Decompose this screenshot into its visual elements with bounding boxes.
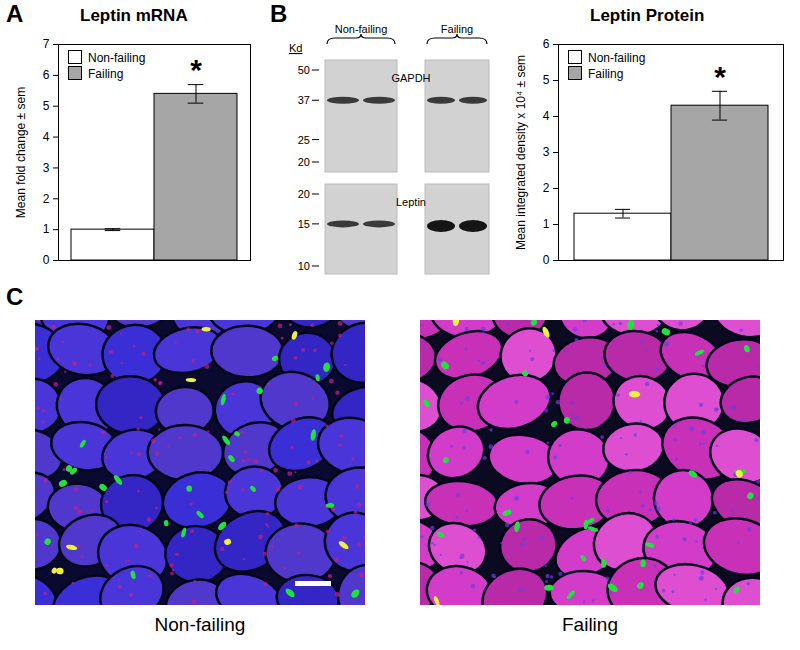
svg-text:Mean fold change ± sem: Mean fold change ± sem	[14, 87, 28, 218]
html-text:Non-failing: Non-failing	[154, 614, 246, 635]
svg-text:4: 4	[43, 130, 50, 144]
svg-text:50: 50	[298, 64, 310, 76]
svg-text:Non-failing: Non-failing	[335, 23, 388, 35]
html-text:Failing: Failing	[88, 67, 124, 81]
svg-text:Kd: Kd	[289, 42, 302, 54]
svg-text:0: 0	[43, 253, 50, 267]
svg-text:3: 3	[543, 145, 550, 159]
svg-text:6: 6	[543, 37, 550, 51]
svg-text:1: 1	[43, 222, 50, 236]
svg-text:4: 4	[543, 109, 550, 123]
svg-text:10: 10	[298, 260, 310, 272]
html-text:Failing: Failing	[588, 67, 624, 81]
svg-text:37: 37	[298, 94, 310, 106]
html-text:B: B	[270, 0, 288, 27]
svg-text:*: *	[190, 53, 202, 86]
svg-text:5: 5	[543, 73, 550, 87]
svg-text:5: 5	[43, 99, 50, 113]
svg-text:3: 3	[43, 161, 50, 175]
html-text:Leptin Protein: Leptin Protein	[590, 6, 705, 25]
svg-text:*: *	[714, 60, 726, 93]
html-text:Failing: Failing	[562, 614, 618, 635]
svg-text:Mean integrated density x 10⁴: Mean integrated density x 10⁴ ± sem	[514, 55, 528, 250]
svg-text:20: 20	[298, 188, 310, 200]
html-text:Leptin mRNA: Leptin mRNA	[80, 6, 188, 25]
html-text:C: C	[6, 283, 24, 310]
svg-text:7: 7	[43, 37, 50, 51]
svg-text:Leptin: Leptin	[396, 196, 426, 208]
svg-text:2: 2	[543, 181, 550, 195]
svg-text:1: 1	[543, 217, 550, 231]
svg-text:6: 6	[43, 68, 50, 82]
html-text:Non-failing: Non-failing	[88, 51, 146, 65]
html-text:A: A	[6, 0, 24, 27]
svg-text:25: 25	[298, 134, 310, 146]
svg-text:Failing: Failing	[441, 23, 473, 35]
html-text:Non-failing: Non-failing	[588, 51, 646, 65]
svg-text:2: 2	[43, 192, 50, 206]
svg-text:0: 0	[543, 253, 550, 267]
svg-text:15: 15	[298, 218, 310, 230]
svg-text:20: 20	[298, 156, 310, 168]
svg-text:GAPDH: GAPDH	[391, 72, 430, 84]
